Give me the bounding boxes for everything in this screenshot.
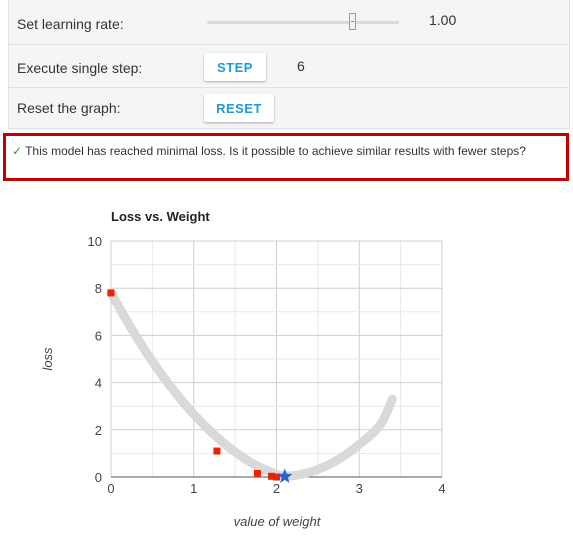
step-count: 6: [297, 58, 305, 74]
loss-vs-weight-chart: Loss vs. Weight 0 1 2 3 4 0 2 4 6 8 10 value of w…: [40, 209, 446, 529]
x-tick-label: 3: [356, 481, 363, 496]
status-message-box: ✓ This model has reached minimal loss. Is…: [3, 133, 569, 181]
minimum-star-icon: [277, 468, 293, 483]
y-tick-label: 10: [88, 234, 102, 249]
check-icon: ✓: [12, 144, 23, 158]
learning-rate-label: Set learning rate:: [17, 16, 124, 32]
status-message: ✓ This model has reached minimal loss. Is…: [12, 144, 526, 158]
y-axis-label: loss: [40, 347, 55, 371]
y-tick-label: 8: [95, 281, 102, 296]
x-tick-label: 4: [438, 481, 445, 496]
x-tick-label: 0: [107, 481, 114, 496]
step-marker: [268, 472, 276, 480]
chart-title: Loss vs. Weight: [111, 209, 210, 224]
controls-panel: Set learning rate: 1.00 Execute single s…: [8, 0, 570, 129]
single-step-row: Execute single step: STEP 6: [9, 44, 569, 87]
loss-curve: [106, 288, 397, 481]
learning-rate-value: 1.00: [429, 12, 457, 28]
y-tick-label: 0: [95, 470, 102, 485]
step-marker: [273, 473, 280, 481]
reset-label: Reset the graph:: [17, 100, 121, 116]
learning-rate-slider-thumb[interactable]: [349, 13, 357, 30]
y-tick-label: 4: [95, 376, 102, 391]
step-button[interactable]: STEP: [204, 53, 266, 81]
reset-button[interactable]: RESET: [204, 94, 274, 122]
step-marker: [213, 447, 221, 455]
learning-rate-row: Set learning rate: 1.00: [9, 0, 569, 44]
y-tick-label: 6: [95, 328, 102, 343]
x-axis-label: value of weight: [234, 514, 322, 529]
x-tick-label: 1: [190, 481, 197, 496]
status-message-text: This model has reached minimal loss. Is …: [25, 144, 526, 158]
reset-row: Reset the graph: RESET: [9, 87, 569, 128]
step-marker: [107, 289, 115, 297]
x-tick-label: 2: [273, 481, 280, 496]
learning-rate-slider[interactable]: [207, 21, 399, 24]
single-step-label: Execute single step:: [17, 60, 143, 76]
step-marker: [253, 469, 261, 477]
y-tick-label: 2: [95, 423, 102, 438]
